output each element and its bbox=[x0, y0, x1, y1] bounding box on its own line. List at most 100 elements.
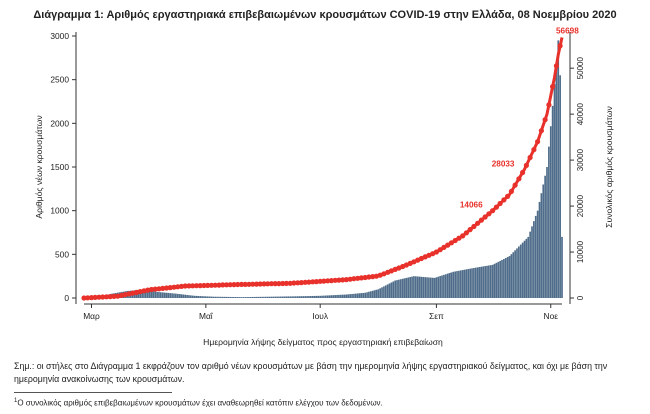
daily-bar bbox=[493, 263, 496, 298]
daily-bar bbox=[251, 296, 254, 298]
cumulative-point bbox=[265, 281, 271, 287]
cumulative-point bbox=[493, 204, 499, 210]
daily-bar bbox=[536, 210, 539, 298]
chart-note: Σημ.: οι στήλες στο Διάγραμμα 1 εκφράζου… bbox=[14, 361, 608, 384]
daily-bar bbox=[298, 296, 301, 298]
daily-bar bbox=[190, 295, 192, 298]
cumulative-point bbox=[527, 154, 533, 161]
y-tick-label-left: 3000 bbox=[50, 31, 69, 41]
cumulative-point bbox=[482, 214, 488, 220]
cumulative-point bbox=[546, 102, 552, 108]
cumulative-point bbox=[81, 295, 87, 301]
daily-bar bbox=[259, 296, 262, 298]
daily-bar bbox=[291, 296, 293, 298]
cumulative-point bbox=[190, 283, 196, 289]
daily-bar bbox=[390, 282, 393, 298]
cumulative-point bbox=[433, 249, 439, 255]
daily-bar bbox=[557, 40, 560, 299]
cumulative-point bbox=[152, 286, 158, 292]
daily-bar bbox=[409, 277, 412, 298]
daily-bar bbox=[354, 293, 357, 298]
daily-bar bbox=[268, 296, 271, 298]
daily-bar bbox=[163, 292, 166, 298]
daily-bar bbox=[156, 291, 158, 298]
cumulative-point bbox=[366, 274, 372, 280]
daily-bar bbox=[294, 296, 297, 298]
cumulative-point bbox=[531, 147, 537, 153]
cumulative-point bbox=[223, 282, 230, 288]
daily-bar bbox=[276, 296, 278, 298]
daily-bar bbox=[531, 226, 533, 298]
cumulative-annotation: 28033 bbox=[492, 159, 515, 168]
cumulative-point bbox=[295, 280, 301, 286]
daily-bar bbox=[253, 296, 256, 298]
daily-bar bbox=[411, 276, 413, 298]
daily-bar bbox=[261, 296, 263, 298]
cumulative-point bbox=[298, 280, 304, 286]
daily-bar bbox=[538, 201, 541, 298]
daily-bar bbox=[285, 296, 288, 298]
cumulative-point bbox=[463, 230, 469, 236]
daily-bar bbox=[484, 266, 486, 298]
y-tick-label-right: 20000 bbox=[576, 194, 585, 217]
daily-bar bbox=[431, 277, 434, 298]
daily-bar bbox=[336, 294, 338, 298]
daily-bar bbox=[205, 296, 207, 298]
daily-bar bbox=[469, 268, 471, 298]
daily-bar bbox=[366, 292, 368, 298]
daily-bar bbox=[330, 295, 333, 298]
cumulative-point bbox=[276, 281, 282, 287]
daily-bar bbox=[525, 238, 528, 298]
daily-bar bbox=[429, 277, 432, 298]
cumulative-point bbox=[197, 283, 203, 289]
y-tick-label-left: 2500 bbox=[50, 75, 69, 85]
cumulative-point bbox=[512, 182, 518, 188]
daily-bar bbox=[324, 295, 327, 298]
cumulative-point bbox=[253, 281, 260, 287]
x-tick-label: Μαΐ bbox=[199, 311, 214, 321]
daily-bar bbox=[448, 273, 451, 298]
daily-bar bbox=[223, 296, 226, 298]
daily-bar bbox=[197, 295, 200, 298]
daily-bar bbox=[501, 259, 503, 298]
daily-bar bbox=[229, 296, 232, 298]
daily-bar bbox=[146, 290, 149, 298]
daily-bar bbox=[473, 267, 475, 298]
daily-bar bbox=[234, 297, 237, 298]
daily-bar bbox=[546, 167, 548, 298]
daily-bar bbox=[521, 242, 524, 298]
cumulative-point bbox=[456, 235, 462, 241]
cumulative-point bbox=[85, 295, 91, 301]
cumulative-point bbox=[497, 200, 503, 207]
cumulative-point bbox=[501, 197, 507, 203]
daily-bar bbox=[358, 293, 361, 298]
daily-bar bbox=[167, 292, 170, 298]
cumulative-point bbox=[160, 285, 166, 291]
daily-bar bbox=[221, 296, 224, 298]
daily-bar bbox=[195, 295, 198, 298]
daily-bar bbox=[182, 294, 185, 298]
daily-bar bbox=[176, 293, 179, 298]
cumulative-point bbox=[490, 208, 496, 214]
daily-bar bbox=[281, 296, 284, 298]
cumulative-point bbox=[246, 281, 252, 287]
daily-bar bbox=[437, 276, 440, 298]
daily-bar bbox=[424, 277, 427, 298]
cumulative-point bbox=[336, 277, 342, 283]
daily-bar bbox=[236, 297, 239, 298]
daily-bar bbox=[323, 295, 325, 298]
daily-bar bbox=[210, 296, 213, 298]
cumulative-point bbox=[351, 276, 357, 282]
daily-bar bbox=[161, 292, 164, 298]
cumulative-point bbox=[220, 282, 226, 288]
cumulative-point bbox=[343, 277, 349, 283]
daily-bar bbox=[533, 221, 535, 298]
cumulative-point bbox=[523, 162, 530, 168]
cumulative-point bbox=[302, 279, 308, 285]
daily-bar bbox=[302, 296, 305, 298]
cumulative-point bbox=[272, 281, 278, 287]
daily-bar bbox=[489, 265, 492, 298]
daily-bar bbox=[227, 296, 230, 298]
daily-bar bbox=[433, 277, 436, 298]
